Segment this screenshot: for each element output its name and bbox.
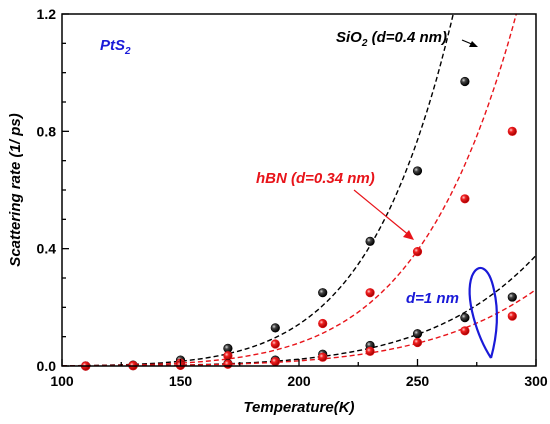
axis-ticks: 100 150 200 250 300 0.0 0.4 0.8 1.2 (37, 6, 548, 389)
x-tick-label: 200 (287, 373, 311, 389)
data-point-series-1 (365, 288, 375, 298)
x-tick-label: 300 (524, 373, 548, 389)
data-point-series-0 (460, 76, 470, 87)
fit-curves (62, 14, 536, 366)
data-point-series-1 (412, 247, 423, 257)
annotation-sio2-arrowhead (469, 41, 478, 47)
annotation-hbn: hBN (d=0.34 nm) (256, 170, 375, 187)
data-point-series-0 (318, 288, 328, 298)
data-point-series-3 (223, 359, 233, 369)
data-point-series-1 (507, 126, 517, 136)
x-tick-label: 100 (50, 373, 74, 389)
fit-curve-0 (62, 14, 454, 366)
data-point-series-3 (412, 337, 423, 348)
annotation-d1nm-ellipse (468, 266, 498, 359)
y-tick-label: 0.4 (37, 241, 57, 257)
fit-curve-2 (62, 254, 536, 366)
data-point-series-0 (365, 236, 375, 246)
data-point-series-3 (507, 311, 517, 321)
x-tick-label: 250 (406, 373, 430, 389)
y-tick-label: 0.8 (37, 123, 57, 139)
data-point-series-1 (223, 351, 233, 361)
y-tick-label: 1.2 (37, 6, 57, 22)
annotation-sio2: SiO2 (d=0.4 nm) (336, 29, 447, 49)
x-axis-label: Temperature(K) (243, 399, 354, 416)
annotation-pts2: PtS2 (100, 37, 131, 57)
data-point-series-3 (270, 357, 280, 367)
data-point-series-1 (318, 318, 328, 329)
data-point-series-2 (412, 329, 423, 339)
data-point-series-1 (270, 339, 280, 349)
annotation-hbn-arrowhead (403, 230, 414, 240)
data-point-series-1 (460, 194, 470, 204)
data-point-series-3 (318, 352, 328, 362)
data-point-series-3 (460, 326, 470, 336)
data-points (81, 76, 517, 371)
y-axis-label: Scattering rate (1/ ps) (7, 113, 24, 266)
data-point-series-3 (365, 346, 375, 356)
data-point-series-0 (412, 166, 423, 176)
data-point-series-2 (507, 292, 517, 302)
data-point-series-0 (270, 323, 280, 333)
x-tick-label: 150 (169, 373, 193, 389)
annotation-hbn-arrow (353, 189, 411, 237)
y-tick-label: 0.0 (37, 358, 57, 374)
annotation-d1nm: d=1 nm (406, 290, 459, 307)
data-point-series-2 (460, 313, 470, 323)
